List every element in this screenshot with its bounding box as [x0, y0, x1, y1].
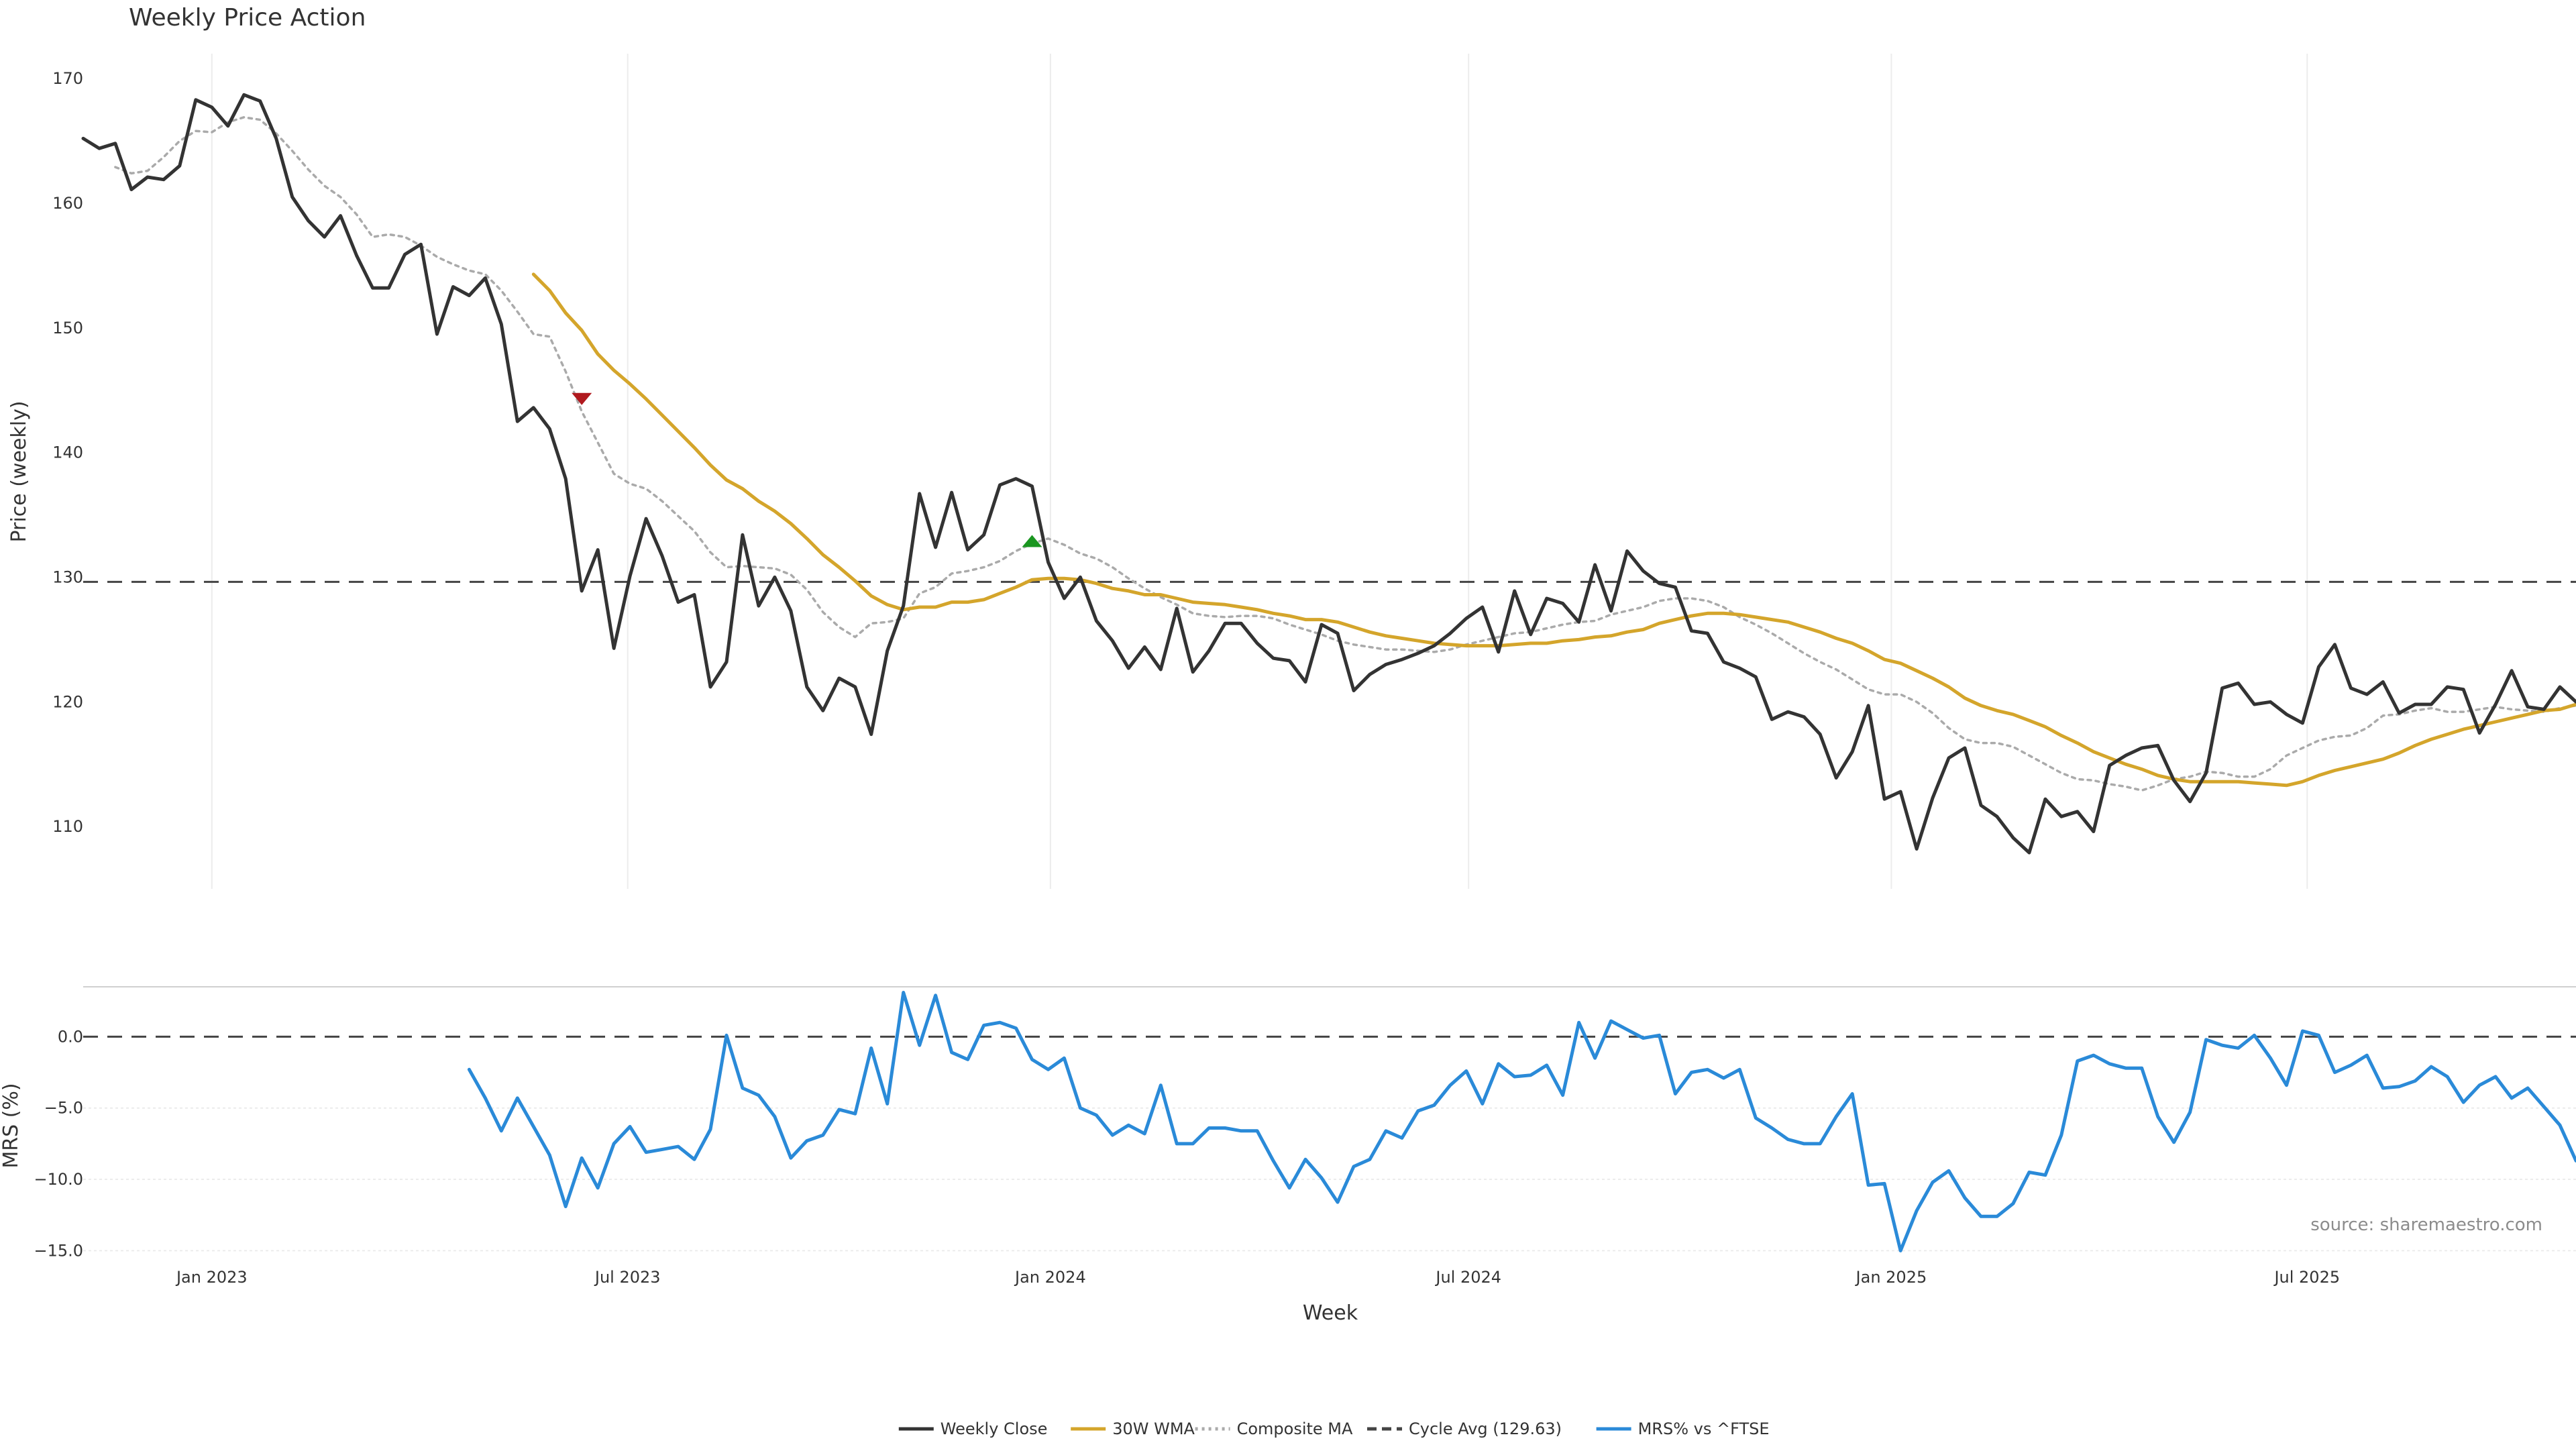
- series-line-mrs-vs-ftse: [467, 991, 2576, 1252]
- price-y-tick-label: 170: [52, 69, 83, 88]
- price-y-tick-label: 130: [52, 568, 83, 586]
- legend-item: Cycle Avg (129.63): [1367, 1419, 1562, 1438]
- x-tick-label: Jul 2023: [594, 1268, 661, 1287]
- price-y-tick-label: 150: [52, 319, 83, 337]
- legend-item: Weekly Close: [898, 1419, 1048, 1438]
- price-gridlines: [211, 54, 2308, 889]
- price-y-tick-label: 160: [52, 194, 83, 213]
- legend-label: Composite MA: [1237, 1419, 1353, 1438]
- mrs-gridlines: [83, 1107, 2576, 1252]
- x-axis-label: Week: [1303, 1301, 1358, 1325]
- price-y-tick-label: 120: [52, 692, 83, 711]
- price-y-axis-label: Price (weekly): [7, 400, 31, 542]
- price-series: [81, 93, 2576, 855]
- x-ticks: Jan 2023 Jul 2023 Jan 2024 Jul 2024 Jan 2025…: [175, 1268, 2340, 1287]
- mrs-y-tick-label: −10.0: [34, 1170, 83, 1189]
- legend: Weekly Close 30W WMA Composite MA Cycle Avg…: [898, 1419, 1770, 1438]
- legend-item: 30W WMA: [1071, 1419, 1195, 1438]
- x-tick-label: Jan 2024: [1014, 1268, 1086, 1287]
- sell-signal-marker: [572, 392, 592, 405]
- mrs-series: [467, 991, 2576, 1252]
- chart-title: Weekly Price Action: [129, 4, 366, 32]
- source-note: source: sharemaestro.com: [2310, 1215, 2542, 1235]
- x-tick-label: Jan 2023: [175, 1268, 248, 1287]
- x-tick-label: Jul 2025: [2273, 1268, 2340, 1287]
- mrs-y-tick-label: −15.0: [34, 1241, 83, 1260]
- legend-label: Weekly Close: [941, 1419, 1048, 1438]
- x-tick-label: Jul 2024: [1434, 1268, 1501, 1287]
- mrs-y-tick-label: 0.0: [58, 1027, 83, 1046]
- price-y-tick-label: 110: [52, 817, 83, 836]
- legend-label: 30W WMA: [1112, 1419, 1195, 1438]
- mrs-y-axis-label: MRS (%): [0, 1083, 23, 1168]
- series-line-30w-wma: [531, 272, 2576, 788]
- mrs-y-tick-label: −5.0: [44, 1099, 83, 1118]
- signal-markers: [572, 392, 1042, 547]
- price-y-ticks: 110 120 130 140 150 160 170: [52, 69, 83, 836]
- x-tick-label: Jan 2025: [1855, 1268, 1927, 1287]
- legend-label: MRS% vs ^FTSE: [1638, 1419, 1770, 1438]
- price-y-tick-label: 140: [52, 443, 83, 462]
- legend-item: MRS% vs ^FTSE: [1596, 1419, 1770, 1438]
- series-line-weekly-close: [81, 93, 2576, 855]
- legend-item: Composite MA: [1195, 1419, 1353, 1438]
- mrs-y-ticks: −15.0 −10.0 −5.0 0.0: [34, 1027, 83, 1260]
- buy-signal-marker: [1022, 535, 1042, 547]
- series-line-composite-ma: [114, 116, 2576, 792]
- legend-label: Cycle Avg (129.63): [1409, 1419, 1562, 1438]
